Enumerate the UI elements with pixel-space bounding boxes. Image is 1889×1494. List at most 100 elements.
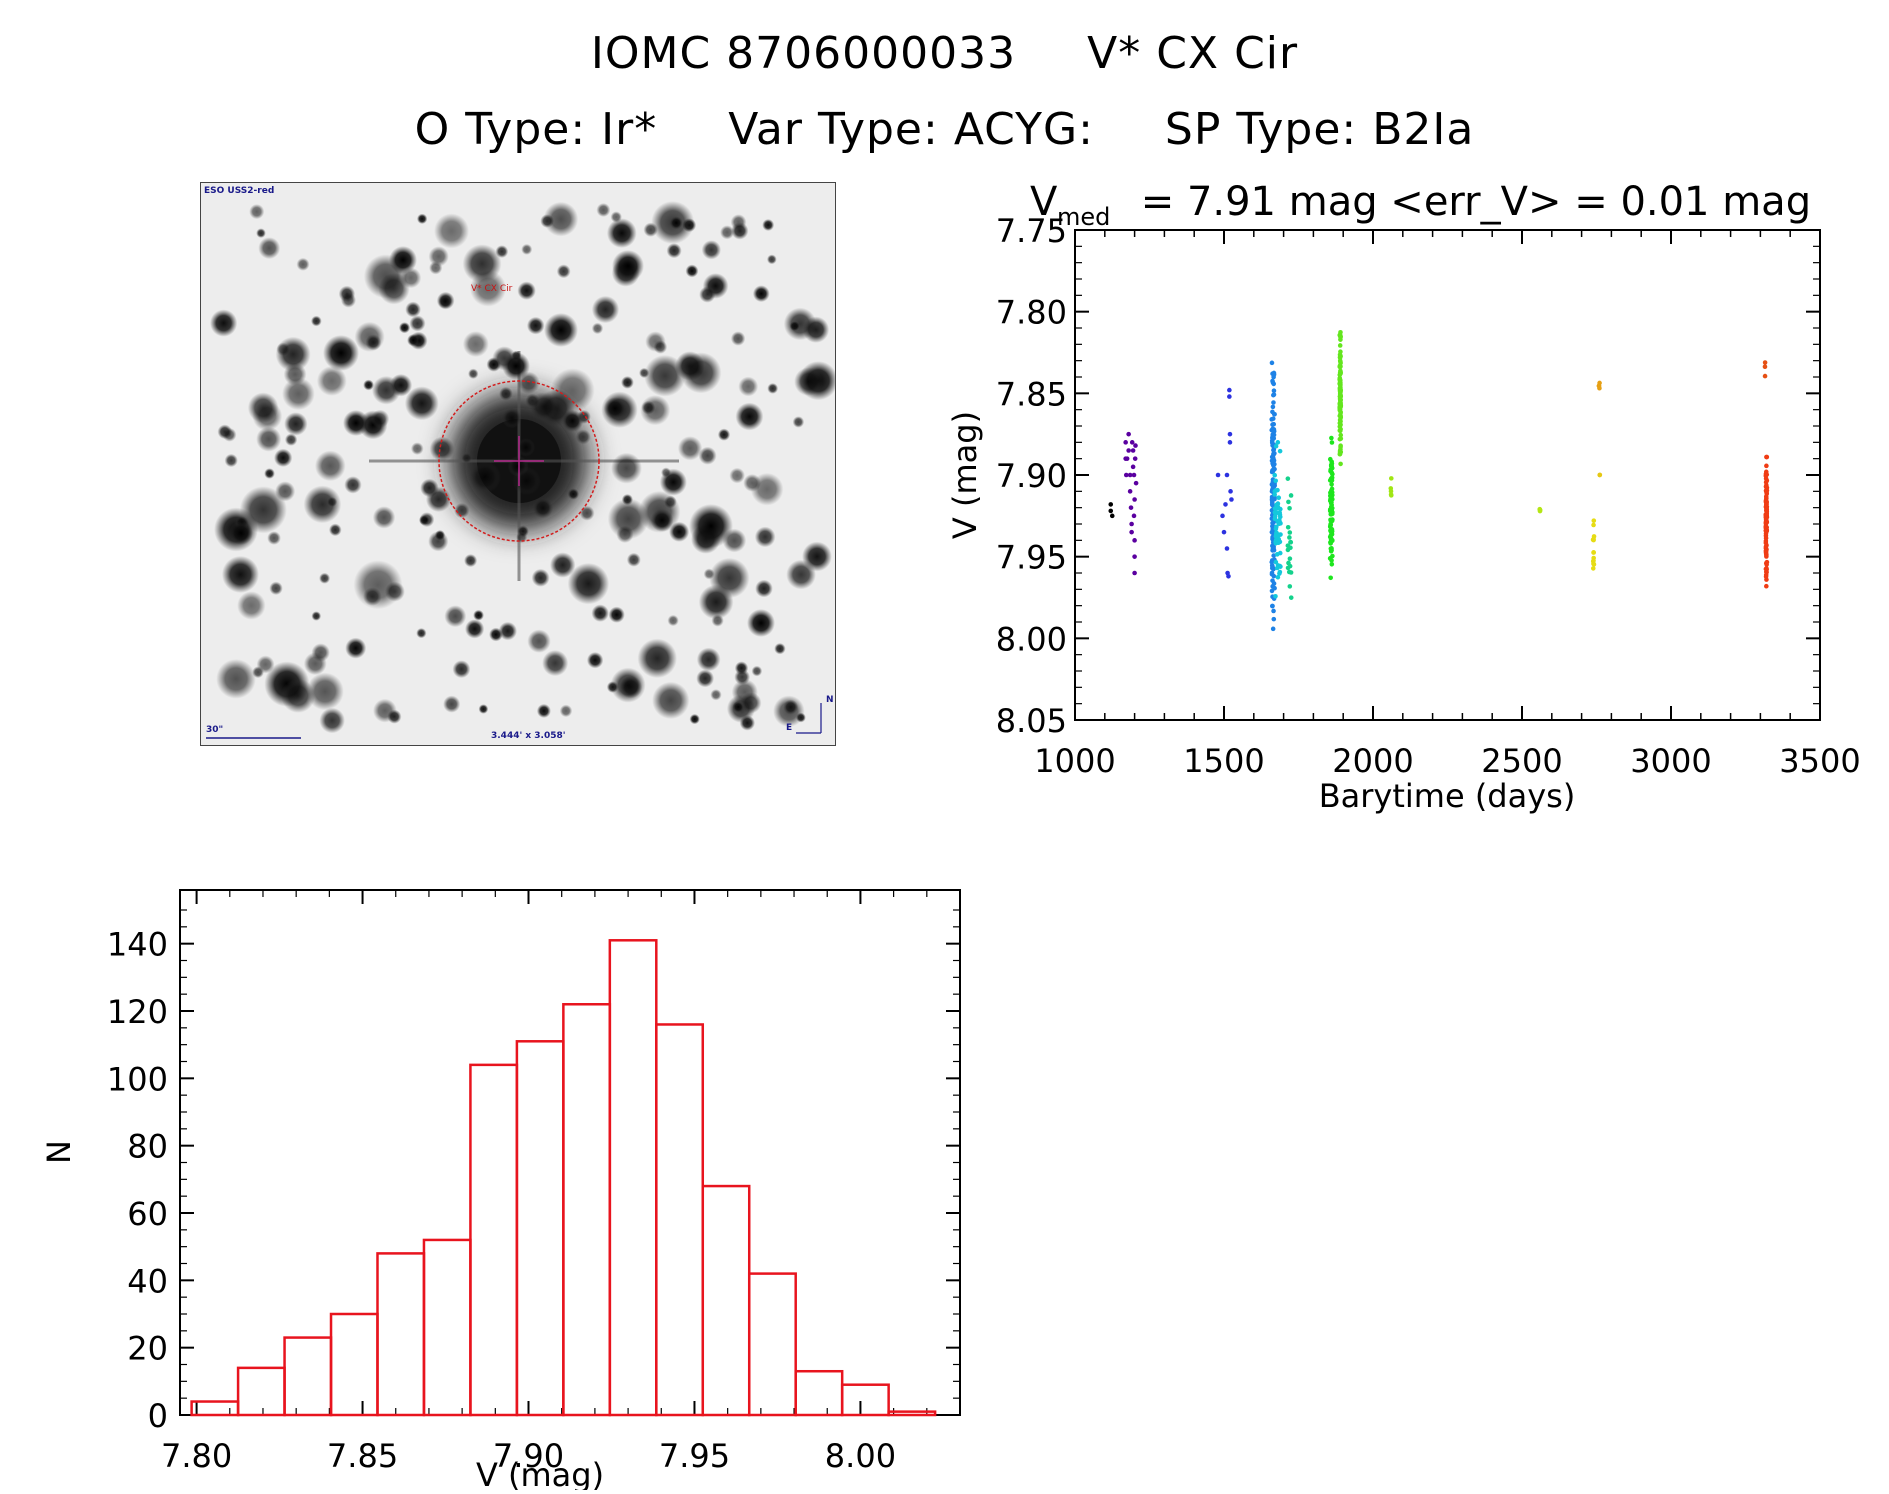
lc-data-point: [1337, 364, 1343, 370]
lc-data-point: [1273, 478, 1279, 484]
field-star: [258, 237, 281, 260]
field-star: [608, 606, 625, 623]
field-star: [425, 486, 452, 513]
lc-points: [1108, 329, 1770, 632]
hist-bar: [794, 1369, 844, 1417]
field-star: [701, 240, 722, 260]
field-star: [416, 213, 428, 225]
hist-y-tick-label: 100: [107, 1060, 168, 1098]
field-star: [314, 450, 346, 482]
bright-star: [689, 504, 733, 548]
finder-east-label: E: [786, 723, 793, 733]
field-star: [501, 407, 522, 429]
field-star: [473, 609, 484, 621]
lc-data-point: [1128, 505, 1134, 510]
lc-x-axis-label: Barytime (days): [1319, 777, 1576, 815]
field-star: [586, 652, 604, 669]
lc-data-point: [1338, 411, 1343, 416]
lc-data-point: [1328, 528, 1333, 534]
field-star: [454, 502, 470, 519]
field-star: [650, 508, 674, 532]
finder-scale-label: 30": [206, 725, 224, 735]
field-star: [542, 650, 569, 677]
lc-y-tick-label: 8.05: [996, 702, 1067, 740]
lc-data-point: [1763, 494, 1769, 499]
field-star: [567, 488, 580, 500]
hist-bar: [701, 1184, 751, 1417]
lc-data-point: [1274, 524, 1279, 530]
field-star: [755, 579, 773, 598]
lc-data-point: [1287, 556, 1293, 561]
lc-data-point: [1227, 440, 1233, 445]
field-star: [384, 581, 405, 602]
lc-data-point: [1273, 506, 1278, 511]
lc-data-point: [1270, 626, 1276, 632]
lc-data-point: [1272, 585, 1277, 591]
lc-data-point: [1338, 335, 1343, 340]
field-star: [752, 285, 770, 303]
lc-data-point: [1537, 507, 1543, 512]
bright-star: [229, 521, 253, 545]
lc-data-point: [1133, 480, 1139, 486]
field-star: [282, 377, 315, 411]
field-star: [495, 245, 509, 258]
field-star: [640, 395, 671, 426]
lc-data-point: [1329, 531, 1335, 537]
field-star: [666, 243, 682, 259]
lc-data-point: [1220, 513, 1225, 519]
lc-data-point: [1126, 448, 1131, 453]
lc-data-point: [1275, 440, 1281, 445]
field-star: [468, 368, 479, 379]
lc-data-point: [1271, 573, 1277, 579]
lc-data-point: [1338, 397, 1344, 403]
lc-data-point: [1338, 370, 1343, 375]
lc-x-tick-label: 1500: [1183, 742, 1264, 780]
sp-type: SP Type: B2Ia: [1164, 104, 1475, 155]
field-star: [703, 568, 715, 580]
lc-data-point: [1271, 566, 1276, 572]
lc-data-point: [1764, 463, 1769, 469]
field-star: [603, 397, 627, 420]
hist-bar: [562, 1003, 612, 1417]
field-star: [754, 526, 776, 548]
field-star: [267, 531, 281, 545]
lc-data-point: [1591, 558, 1596, 563]
field-star: [516, 531, 528, 544]
lc-data-point: [1763, 548, 1769, 554]
lc-data-point: [1764, 454, 1769, 460]
field-star: [720, 225, 735, 240]
hist-y-tick-label: 60: [127, 1195, 168, 1233]
lc-data-point: [1285, 524, 1291, 530]
lc-data-point: [1223, 502, 1228, 507]
lc-data-point: [1328, 498, 1333, 503]
field-star: [419, 512, 435, 528]
field-star: [794, 367, 823, 396]
field-star: [365, 334, 382, 351]
lc-data-point: [1597, 472, 1602, 478]
field-star: [626, 552, 641, 567]
hist-bar: [329, 1312, 379, 1417]
field-star: [792, 416, 805, 428]
field-star: [252, 401, 283, 431]
field-star: [429, 436, 455, 462]
field-star: [607, 498, 649, 540]
lc-y-tick-label: 8.00: [996, 620, 1067, 658]
field-star: [606, 681, 619, 693]
field-star: [370, 409, 390, 429]
lc-data-point: [1337, 352, 1343, 358]
lc-data-point: [1273, 443, 1279, 449]
lc-data-point: [1224, 472, 1230, 478]
field-star: [621, 376, 634, 389]
field-star: [677, 436, 703, 461]
lc-data-point: [1328, 523, 1333, 528]
hist-bar: [190, 1400, 240, 1417]
field-star: [512, 466, 541, 496]
hist-bar: [655, 1023, 705, 1417]
lc-data-point: [1123, 440, 1128, 445]
field-star: [767, 383, 779, 394]
lc-data-point: [1221, 529, 1227, 535]
lc-x-tick-label: 2500: [1481, 742, 1562, 780]
finder-target-label: V* CX Cir: [471, 284, 513, 294]
field-star: [237, 591, 266, 620]
field-star: [319, 572, 331, 584]
